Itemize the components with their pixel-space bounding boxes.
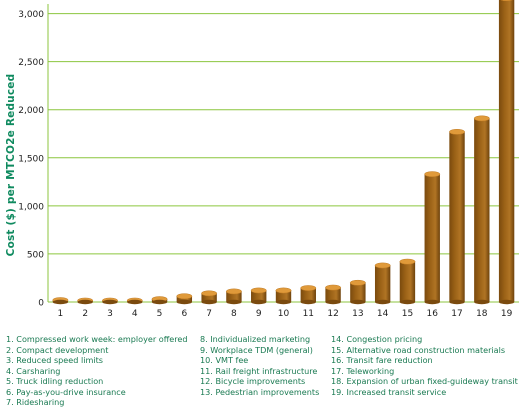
bar-top xyxy=(176,293,193,300)
legend-item: 18. Expansion of urban fixed-guideway tr… xyxy=(331,376,518,386)
y-tick-label: 2,500 xyxy=(18,58,44,68)
bar-top xyxy=(250,287,267,294)
bar-base xyxy=(151,299,168,305)
bar-top xyxy=(500,0,513,2)
legend: 1. Compressed work week: employer offere… xyxy=(6,334,518,414)
x-tick-label: 18 xyxy=(476,309,488,319)
x-tick-label: 1 xyxy=(58,309,64,319)
bar-top xyxy=(424,171,441,177)
x-tick-label: 16 xyxy=(427,309,439,319)
bar-base xyxy=(399,299,416,305)
bar xyxy=(399,261,416,302)
bar xyxy=(350,282,366,302)
bar xyxy=(300,288,316,302)
y-tick-label: 2,000 xyxy=(18,106,44,116)
legend-column-2: 8. Individualized marketing 9. Workplace … xyxy=(200,334,319,397)
bar xyxy=(449,131,465,302)
x-tick-label: 15 xyxy=(402,309,413,319)
legend-item: 8. Individualized marketing xyxy=(200,334,311,344)
x-tick-label: 8 xyxy=(231,309,237,319)
bar-base xyxy=(251,299,267,305)
bar xyxy=(251,290,267,302)
bar xyxy=(176,296,193,302)
bar-base xyxy=(350,299,366,305)
y-tick-label: 0 xyxy=(38,299,44,309)
bar-base xyxy=(201,299,217,305)
bar-top xyxy=(349,279,366,286)
legend-item: 5. Truck idling reduction xyxy=(6,376,104,386)
legend-item: 19. Increased transit service xyxy=(331,386,447,397)
bar-base xyxy=(275,299,292,305)
legend-item: 14. Congestion pricing xyxy=(331,334,423,344)
legend-item: 10. VMT fee xyxy=(200,355,249,365)
legend-item: 3. Reduced speed limits xyxy=(6,355,103,365)
legend-item: 15. Alternative road construction materi… xyxy=(331,344,506,355)
bar-top xyxy=(201,290,218,297)
bar xyxy=(498,0,515,302)
x-tick-label: 7 xyxy=(206,309,212,319)
bar xyxy=(374,265,391,302)
bar-top xyxy=(300,285,317,291)
bar xyxy=(474,118,490,302)
y-tick-label: 1,500 xyxy=(18,154,44,164)
x-tick-label: 12 xyxy=(327,309,338,319)
bar-base xyxy=(102,299,118,305)
bar xyxy=(275,290,292,302)
legend-column-3: 14. Congestion pricing 15. Alternative ro… xyxy=(331,334,518,397)
x-tick-label: 10 xyxy=(278,309,290,319)
x-tick-label: 6 xyxy=(181,309,187,319)
bar xyxy=(325,287,341,302)
bar-base xyxy=(325,299,341,305)
x-tick-label: 13 xyxy=(352,309,363,319)
bar-top xyxy=(275,287,292,294)
bar-base xyxy=(127,299,143,305)
bar-top xyxy=(374,262,391,269)
x-tick-label: 3 xyxy=(107,309,113,319)
bar-base xyxy=(77,299,93,305)
bar xyxy=(201,293,217,302)
x-tick-label: 5 xyxy=(157,309,163,319)
bar-base xyxy=(474,299,490,305)
bar-top xyxy=(473,115,490,122)
legend-item: 1. Compressed work week: employer offere… xyxy=(6,334,188,344)
legend-item: 7. Ridesharing xyxy=(6,397,65,407)
bar-top xyxy=(225,288,242,295)
x-tick-label: 9 xyxy=(256,309,262,319)
legend-item: 17. Teleworking xyxy=(331,365,395,376)
legend-item: 4. Carsharing xyxy=(6,365,61,376)
y-tick-label: 1,000 xyxy=(18,202,44,212)
legend-column-1: 1. Compressed work week: employer offere… xyxy=(6,334,188,408)
legend-item: 16. Transit fare reduction xyxy=(331,355,433,365)
legend-item: 2. Compact development xyxy=(6,344,109,355)
x-tick-label: 17 xyxy=(451,309,462,319)
bar-base xyxy=(374,299,391,305)
bar xyxy=(424,174,440,302)
legend-item: 13. Pedestrian improvements xyxy=(200,386,320,397)
legend-item: 11. Rail freight infrastructure xyxy=(200,365,318,376)
bar-top xyxy=(325,284,342,291)
legend-item: 6. Pay-as-you-drive insurance xyxy=(6,386,126,397)
chart: Cost ($) per MTCO2e Reduced 0 500 1,000 1,5… xyxy=(5,0,519,319)
bar-base xyxy=(498,299,515,305)
bar-base xyxy=(176,299,193,305)
legend-item: 12. Bicycle improvements xyxy=(200,376,306,386)
bar-base xyxy=(52,299,69,305)
bar-top xyxy=(399,258,416,265)
bar-top xyxy=(449,129,465,135)
x-tick-label: 19 xyxy=(501,309,513,319)
bar-base xyxy=(449,299,465,305)
bar-base xyxy=(300,299,316,305)
y-tick-label: 500 xyxy=(27,250,44,260)
x-tick-label: 14 xyxy=(377,309,389,319)
bar xyxy=(226,291,242,302)
y-tick-label: 3,000 xyxy=(18,10,44,20)
bar-base xyxy=(424,299,440,305)
x-tick-label: 4 xyxy=(132,309,138,319)
bar-base xyxy=(226,299,242,305)
legend-item: 9. Workplace TDM (general) xyxy=(200,344,313,355)
x-tick-label: 11 xyxy=(303,309,314,319)
x-tick-label: 2 xyxy=(82,309,88,319)
